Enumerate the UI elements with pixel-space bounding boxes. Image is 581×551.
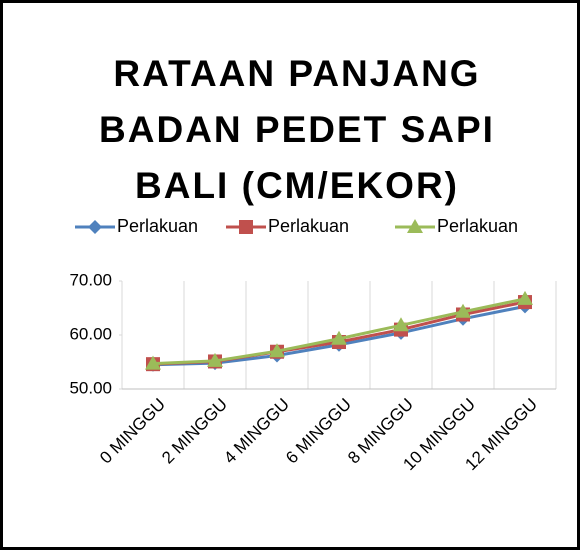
y-tick-label: 60.00 [69, 324, 112, 343]
point [207, 352, 223, 367]
point [145, 355, 161, 370]
legend-marker [407, 219, 423, 233]
y-tick-label: 50.00 [69, 378, 112, 397]
point [269, 343, 285, 358]
legend-label: Perlakuan [117, 216, 198, 236]
chart-title: BALI (CM/EKOR) [135, 165, 459, 206]
point [331, 330, 347, 345]
legend-label: Perlakuan [268, 216, 349, 236]
chart-title: RATAAN PANJANG [113, 53, 480, 94]
point [393, 317, 409, 332]
legend-marker [239, 220, 253, 234]
point [517, 290, 533, 305]
point [455, 303, 471, 318]
legend-marker [88, 220, 102, 234]
chart-title: BADAN PEDET SAPI [99, 109, 495, 150]
legend-label: Perlakuan [437, 216, 518, 236]
y-tick-label: 70.00 [69, 270, 112, 289]
